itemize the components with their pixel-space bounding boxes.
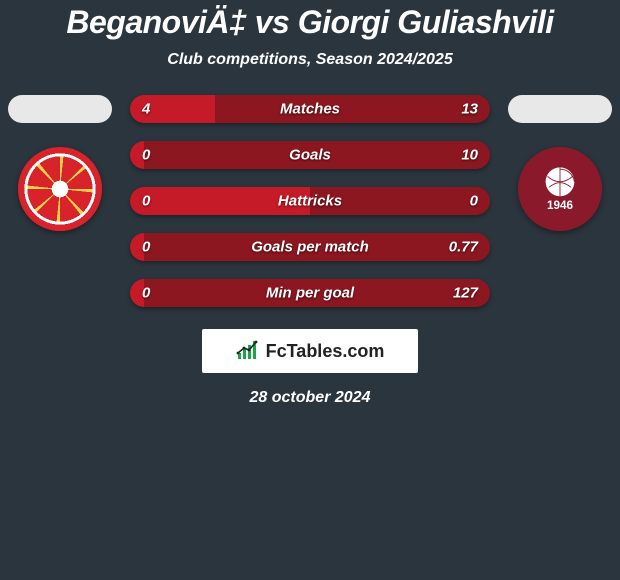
footer: FcTables.com 28 october 2024: [0, 329, 620, 407]
left-player-column: [0, 95, 120, 231]
branding-text: FcTables.com: [266, 341, 385, 362]
right-player-name-pill: [508, 95, 612, 123]
stat-left-value: 0: [142, 147, 150, 164]
comparison-row: 4 Matches 13 0 Goals 10 0 Hattricks 0 0 Goals per …: [0, 95, 620, 307]
stat-bars: 4 Matches 13 0 Goals 10 0 Hattricks 0 0 Goals per …: [130, 95, 490, 307]
page-title: BeganoviÄ‡ vs Giorgi Guliashvili: [0, 4, 620, 41]
stat-left-value: 0: [142, 193, 150, 210]
branding-box: FcTables.com: [202, 329, 418, 373]
stat-bar: 0 Goals 10: [130, 141, 490, 169]
stat-bar: 0 Hattricks 0: [130, 187, 490, 215]
club-year: 1946: [547, 199, 574, 212]
stat-left-value: 0: [142, 285, 150, 302]
ball-icon: 1946: [533, 162, 587, 216]
stat-left-value: 0: [142, 239, 150, 256]
right-player-column: 1946: [500, 95, 620, 231]
right-club-badge: 1946: [518, 147, 602, 231]
stat-label: Min per goal: [266, 285, 354, 302]
stat-label: Goals: [289, 147, 331, 164]
stat-right-value: 10: [461, 147, 478, 164]
subtitle: Club competitions, Season 2024/2025: [0, 51, 620, 69]
stat-left-value: 4: [142, 101, 150, 118]
stat-label: Matches: [280, 101, 340, 118]
stat-label: Hattricks: [278, 193, 342, 210]
left-club-badge: [18, 147, 102, 231]
comparison-infographic: BeganoviÄ‡ vs Giorgi Guliashvili Club co…: [0, 0, 620, 407]
stat-right-value: 0.77: [449, 239, 478, 256]
stat-bar: 0 Min per goal 127: [130, 279, 490, 307]
stat-bar: 4 Matches 13: [130, 95, 490, 123]
stat-right-value: 13: [461, 101, 478, 118]
stat-right-value: 127: [453, 285, 478, 302]
stat-bar: 0 Goals per match 0.77: [130, 233, 490, 261]
footer-date: 28 october 2024: [250, 389, 371, 407]
stat-right-value: 0: [470, 193, 478, 210]
stat-label: Goals per match: [251, 239, 369, 256]
bars-chart-icon: [236, 339, 260, 363]
left-player-name-pill: [8, 95, 112, 123]
